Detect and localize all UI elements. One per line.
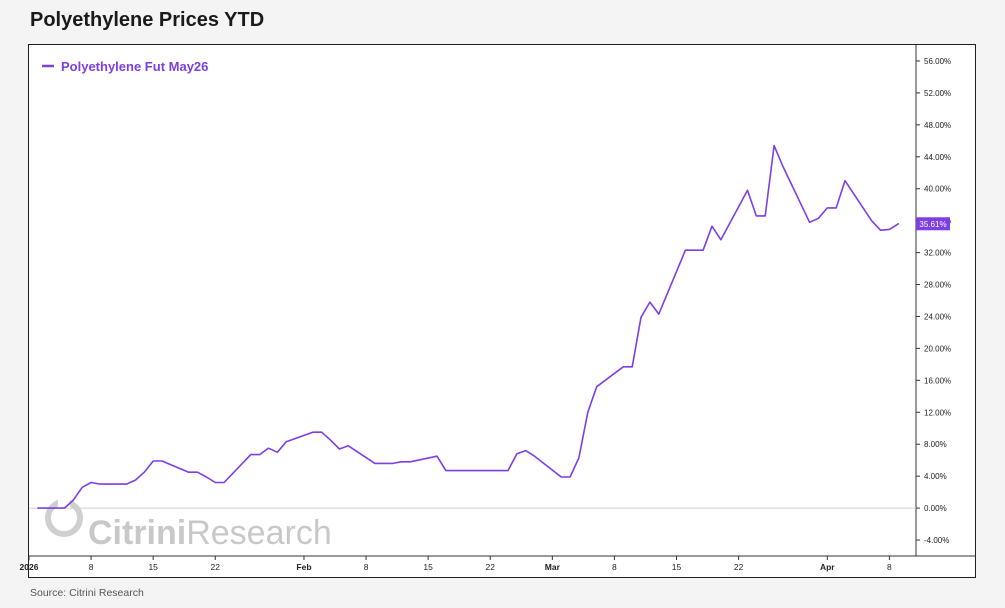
x-tick-label: 8 [612,562,617,572]
legend: Polyethylene Fut May26 [42,59,208,74]
x-tick-label: Feb [296,562,311,572]
series-line [37,144,900,509]
last-value-badge [916,217,950,231]
x-tick-label: 15 [672,562,682,572]
page-title: Polyethylene Prices YTD [30,9,265,31]
last-value-label: 35.61% [919,220,946,229]
x-tick-label: 22 [486,562,496,572]
plot-area [29,144,916,509]
y-tick-label: 48.00% [924,121,951,130]
y-tick-label: -4.00% [924,536,949,545]
y-tick-label: 52.00% [924,89,951,98]
x-tick-label: 8 [89,562,94,572]
x-tick-label: 8 [364,562,369,572]
y-tick-label: 32.00% [924,249,951,258]
watermark-brand-light: Research [186,514,332,552]
x-tick-label: 2026 [20,562,39,572]
watermark-text: CitriniResearch [88,514,332,552]
watermark-brand-bold: Citrini [88,514,186,552]
y-tick-label: 4.00% [924,472,947,481]
x-tick-label: 22 [734,562,744,572]
source-note: Source: Citrini Research [30,587,144,599]
x-tick-label: 15 [423,562,433,572]
x-tick-label: 22 [211,562,221,572]
legend-label: Polyethylene Fut May26 [61,59,208,74]
chart-panel [28,44,976,578]
x-tick-label: 15 [148,562,158,572]
y-tick-label: 56.00% [924,57,951,66]
y-tick-label: 12.00% [924,408,951,417]
y-tick-label: 44.00% [924,153,951,162]
y-tick-label: 40.00% [924,185,951,194]
y-tick-label: 8.00% [924,440,947,449]
y-tick-label: 24.00% [924,312,951,321]
watermark: CitriniResearch [45,490,332,552]
y-tick-label: 0.00% [924,504,947,513]
chart-axes: 56.00%52.00%48.00%44.00%40.00%36.00%32.0… [20,45,976,572]
watermark-logo-icon-cut [58,490,70,520]
x-tick-label: Mar [545,562,561,572]
y-tick-label: 20.00% [924,344,951,353]
y-tick-label: 28.00% [924,281,951,290]
y-tick-label: 16.00% [924,376,951,385]
x-tick-label: Apr [820,562,835,572]
x-tick-label: 8 [887,562,892,572]
